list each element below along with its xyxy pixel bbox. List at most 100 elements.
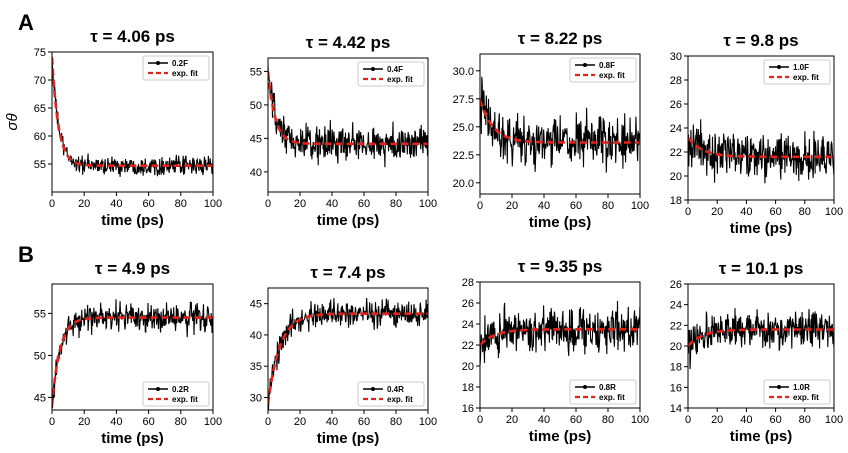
- y-tick-label: 75: [34, 47, 46, 59]
- chart-title: τ = 8.22 ps: [518, 29, 603, 48]
- y-tick-label: 28: [670, 75, 682, 87]
- legend-data-label: 0.2R: [172, 385, 189, 394]
- x-axis-label: time (ps): [529, 214, 592, 231]
- x-axis-label: time (ps): [730, 220, 793, 237]
- y-tick-label: 22: [670, 147, 682, 159]
- x-axis-label: time (ps): [730, 428, 793, 445]
- x-axis-label: time (ps): [101, 430, 164, 447]
- x-tick-label: 60: [769, 414, 781, 426]
- x-tick-label: 80: [799, 206, 811, 218]
- chart-1: 0 20 40 60 80 100 55 60 65 70 75 τ = 4.06 ps time (p…: [4, 27, 222, 229]
- y-tick-label: 20: [670, 171, 682, 183]
- y-axis-label: σθ: [4, 113, 21, 130]
- y-tick-label: 65: [34, 103, 46, 115]
- y-tick-label: 50: [250, 100, 262, 112]
- chart-title: τ = 7.4 ps: [310, 263, 385, 282]
- x-tick-label: 80: [602, 414, 614, 426]
- legend-data-label: 0.8R: [599, 383, 616, 392]
- x-tick-label: 80: [390, 198, 402, 210]
- x-tick-label: 20: [506, 200, 518, 212]
- y-tick-label: 55: [250, 66, 262, 78]
- x-tick-label: 60: [570, 414, 582, 426]
- x-tick-label: 100: [419, 416, 437, 428]
- x-tick-label: 40: [326, 198, 338, 210]
- legend-data-marker: [583, 63, 587, 67]
- legend-data-label: 0.8F: [599, 61, 615, 70]
- x-tick-label: 100: [631, 414, 649, 426]
- x-tick-label: 60: [570, 200, 582, 212]
- y-tick-label: 40: [250, 167, 262, 179]
- x-tick-label: 0: [477, 200, 483, 212]
- fit-series-line: [52, 316, 213, 406]
- x-tick-label: 100: [631, 200, 649, 212]
- legend-data-label: 0.4F: [387, 65, 403, 74]
- y-tick-label: 22: [462, 340, 474, 352]
- legend-fit-label: exp. fit: [599, 393, 625, 402]
- y-tick-label: 35: [250, 361, 262, 373]
- legend-data-label: 1.0F: [793, 63, 809, 72]
- y-tick-label: 20.0: [453, 178, 474, 190]
- chart-title: τ = 9.35 ps: [518, 257, 603, 276]
- x-tick-label: 20: [294, 416, 306, 428]
- x-tick-label: 0: [49, 416, 55, 428]
- chart-6: 0 20 40 60 80 100 30 35 40 45 τ = 7.4 ps time (ps) 0…: [250, 263, 437, 447]
- x-tick-label: 40: [326, 416, 338, 428]
- x-tick-label: 20: [294, 198, 306, 210]
- panel-label-b: B: [18, 242, 34, 267]
- y-tick-label: 55: [34, 308, 46, 320]
- x-tick-label: 20: [78, 416, 90, 428]
- y-tick-label: 16: [670, 382, 682, 394]
- y-tick-label: 30: [250, 392, 262, 404]
- x-tick-label: 0: [477, 414, 483, 426]
- plot-frame: [267, 287, 429, 411]
- x-tick-label: 20: [78, 198, 90, 210]
- legend-fit-label: exp. fit: [793, 73, 819, 82]
- y-tick-label: 70: [34, 75, 46, 87]
- x-tick-label: 80: [175, 198, 187, 210]
- panel-label-a: A: [18, 10, 34, 35]
- fit-series-line: [480, 327, 640, 346]
- fit-series-line: [52, 57, 213, 167]
- x-tick-label: 100: [825, 414, 843, 426]
- legend-fit-label: exp. fit: [172, 69, 198, 78]
- y-tick-label: 20: [670, 341, 682, 353]
- y-tick-label: 45: [34, 392, 46, 404]
- chart-5: 0 20 40 60 80 100 45 50 55 τ = 4.9 ps time (ps) 0.2…: [34, 259, 222, 447]
- x-tick-label: 80: [799, 414, 811, 426]
- x-tick-label: 0: [265, 198, 271, 210]
- x-tick-label: 20: [711, 414, 723, 426]
- x-tick-label: 40: [740, 414, 752, 426]
- legend-fit-label: exp. fit: [387, 75, 413, 84]
- x-tick-label: 60: [142, 198, 154, 210]
- legend-data-marker: [156, 61, 160, 65]
- y-tick-label: 45: [250, 133, 262, 145]
- y-tick-label: 28: [462, 277, 474, 289]
- x-tick-label: 20: [506, 414, 518, 426]
- x-tick-label: 0: [265, 416, 271, 428]
- legend-data-marker: [777, 385, 781, 389]
- chart-title: τ = 4.06 ps: [90, 27, 175, 46]
- legend-data-label: 0.2F: [172, 59, 188, 68]
- x-tick-label: 100: [419, 198, 437, 210]
- y-tick-label: 60: [34, 131, 46, 143]
- chart-8: 0 20 40 60 80 100 14 16 18 20 22 24 26 τ = 10.1 ps tim…: [670, 259, 843, 445]
- chart-4: 0 20 40 60 80 100 18 20 22 24 26 28 30 τ = 9.8 ps time…: [670, 31, 843, 237]
- chart-7: 0 20 40 60 80 100 16 18 20 22 24 26 28 τ = 9.35 ps tim…: [462, 257, 649, 445]
- y-tick-label: 22: [670, 320, 682, 332]
- x-tick-label: 40: [110, 198, 122, 210]
- x-tick-label: 100: [204, 198, 222, 210]
- legend-fit-label: exp. fit: [793, 393, 819, 402]
- x-tick-label: 0: [685, 206, 691, 218]
- x-tick-label: 40: [538, 414, 550, 426]
- y-tick-label: 16: [462, 403, 474, 415]
- x-tick-label: 100: [204, 416, 222, 428]
- x-tick-label: 80: [602, 200, 614, 212]
- x-tick-label: 60: [769, 206, 781, 218]
- y-tick-label: 22.5: [453, 150, 474, 162]
- x-tick-label: 80: [175, 416, 187, 428]
